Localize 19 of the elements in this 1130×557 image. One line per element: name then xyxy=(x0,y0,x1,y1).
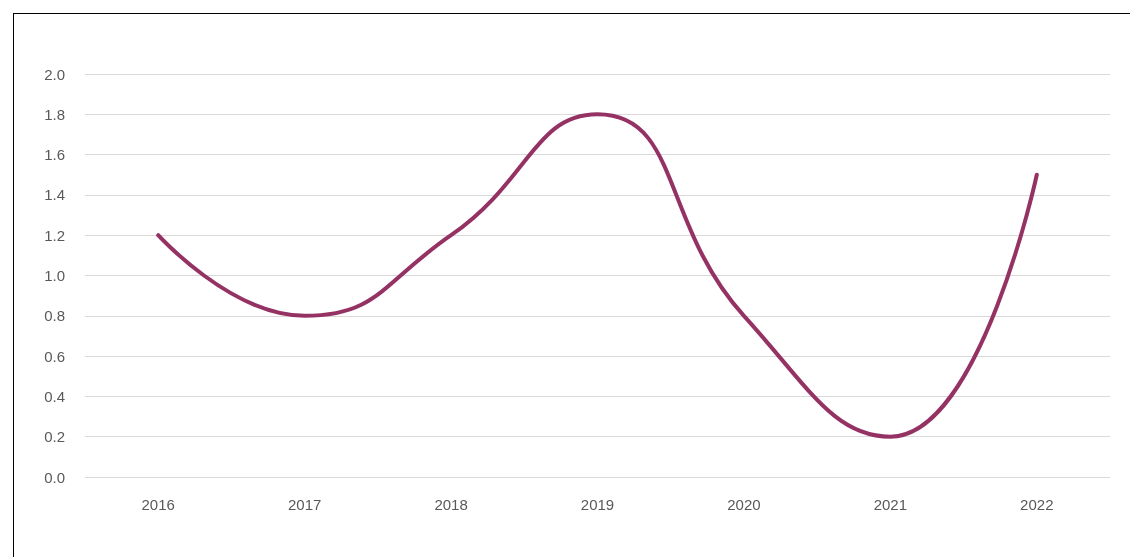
y-tick-label: 1.4 xyxy=(44,186,65,204)
y-tick-label: 0.8 xyxy=(44,307,65,325)
y-tick-label: 1.6 xyxy=(44,146,65,164)
y-tick-label: 0.2 xyxy=(44,428,65,446)
y-tick-label: 1.0 xyxy=(44,267,65,284)
x-tick-label: 2017 xyxy=(287,496,322,513)
y-tick-label: 1.8 xyxy=(44,105,65,123)
y-tick-label: 1.2 xyxy=(44,226,65,244)
y-tick-label: 2.0 xyxy=(44,65,65,83)
x-tick-label: 2019 xyxy=(580,496,615,513)
x-tick-label: 2022 xyxy=(1020,496,1054,513)
x-tick-label: 2021 xyxy=(873,496,908,513)
y-tick-label: 0.6 xyxy=(44,347,65,365)
y-tick-label: 0.4 xyxy=(44,387,65,405)
x-tick-label: 2016 xyxy=(141,496,175,513)
line-series xyxy=(156,112,1039,439)
y-tick-label: 0.0 xyxy=(44,468,65,486)
x-tick-label: 2020 xyxy=(727,496,761,513)
x-tick-label: 2018 xyxy=(434,496,468,513)
